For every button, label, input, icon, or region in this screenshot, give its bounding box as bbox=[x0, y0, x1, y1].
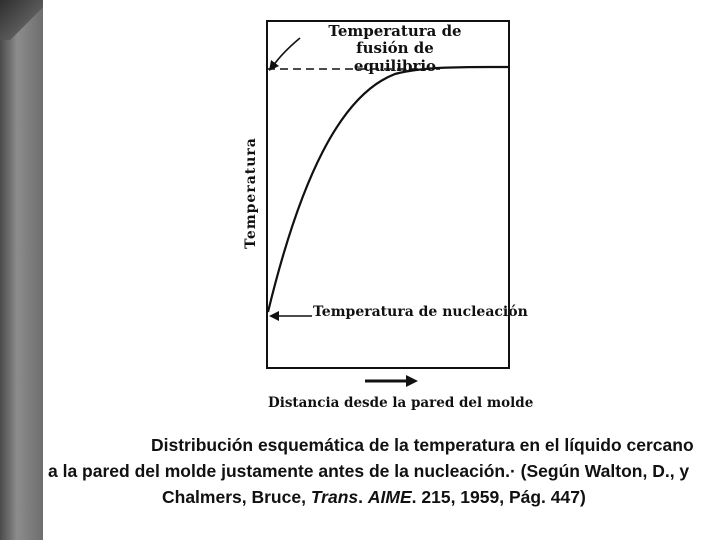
caption-line-3-part-c: . 215, 1959, Pág. 447) bbox=[411, 487, 586, 507]
x-axis-label: Distancia desde la pared del molde bbox=[268, 395, 534, 411]
caption-line-3: Chalmers, Bruce, Trans. AIME. 215, 1959,… bbox=[48, 484, 714, 510]
fusion-label-line2: equilibrio bbox=[353, 56, 437, 75]
fusion-arrowhead bbox=[269, 60, 279, 71]
nucleation-arrowhead bbox=[269, 311, 279, 321]
fusion-label-line1: Temperatura de fusión de bbox=[328, 22, 462, 58]
slide-sidebar bbox=[0, 0, 43, 540]
nucleation-temperature-label: Temperatura de nucleación bbox=[313, 304, 528, 320]
fusion-temperature-label: Temperatura de fusión de equilibrio bbox=[300, 22, 490, 75]
slide-sidebar-corner bbox=[0, 0, 43, 40]
y-axis-label: Temperatura bbox=[242, 137, 259, 249]
distance-arrowhead bbox=[406, 375, 418, 387]
caption-line-3-part-b: . bbox=[358, 487, 368, 507]
caption-trans-italic: Trans bbox=[310, 487, 359, 507]
fusion-pointer-line bbox=[272, 37, 301, 67]
caption-line-1: Distribución esquemática de la temperatu… bbox=[151, 435, 694, 455]
temperature-curve bbox=[266, 65, 510, 313]
caption-line-3-part-a: Chalmers, Bruce, bbox=[162, 487, 311, 507]
plot-frame bbox=[266, 20, 510, 369]
caption-line-2: a la pared del molde justamente antes de… bbox=[48, 461, 690, 481]
figure-caption: Distribución esquemática de la temperatu… bbox=[48, 432, 714, 510]
caption-aime-italic: AIME bbox=[367, 487, 412, 507]
